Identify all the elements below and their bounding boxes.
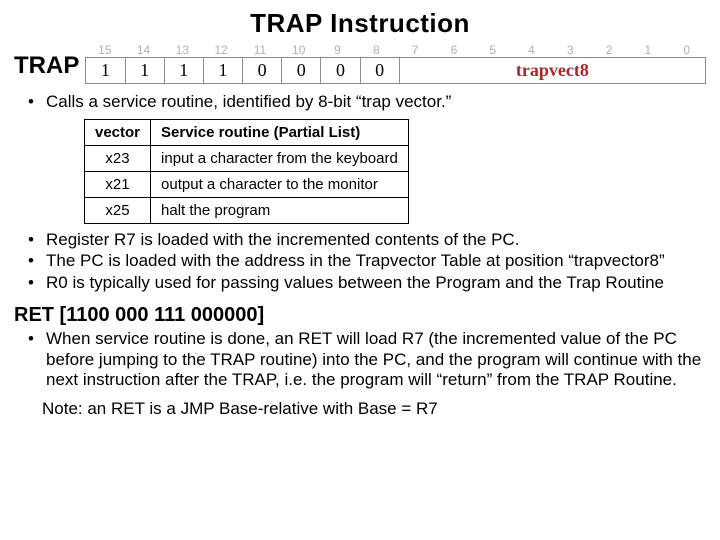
bit-cell: 1 (164, 58, 203, 83)
service-cell: halt the program (151, 197, 409, 223)
bit-cell: 0 (360, 58, 399, 83)
bullet-list-top: Calls a service routine, identified by 8… (14, 92, 706, 113)
bit-index: 14 (124, 43, 163, 57)
bit-index: 0 (667, 43, 706, 57)
bit-index: 15 (85, 43, 124, 57)
bit-index: 8 (357, 43, 396, 57)
bit-cell: 0 (281, 58, 320, 83)
bit-index-row: 15 14 13 12 11 10 9 8 7 6 5 4 3 2 1 0 (85, 43, 706, 57)
table-row: x25 halt the program (85, 197, 409, 223)
list-item: Register R7 is loaded with the increment… (18, 230, 702, 251)
ret-heading: RET [1100 000 111 000000] (14, 304, 706, 327)
bit-index: 6 (435, 43, 474, 57)
vector-cell: x21 (85, 171, 151, 197)
bit-index: 9 (318, 43, 357, 57)
bit-cell: 0 (320, 58, 359, 83)
page-title: TRAP Instruction (14, 8, 706, 39)
vector-cell: x25 (85, 197, 151, 223)
opcode-diagram: TRAP 15 14 13 12 11 10 9 8 7 6 5 4 3 2 1… (14, 43, 706, 84)
bit-index: 5 (473, 43, 512, 57)
bit-cell: 0 (242, 58, 281, 83)
bit-index: 10 (279, 43, 318, 57)
bit-cell: 1 (125, 58, 164, 83)
bit-cell: 1 (86, 58, 124, 83)
bit-index: 13 (163, 43, 202, 57)
list-item: The PC is loaded with the address in the… (18, 251, 702, 272)
list-item: R0 is typically used for passing values … (18, 273, 702, 294)
bit-cell: 1 (203, 58, 242, 83)
bit-index: 1 (629, 43, 668, 57)
bit-index: 3 (551, 43, 590, 57)
list-item: When service routine is done, an RET wil… (18, 329, 702, 391)
col-vector: vector (85, 119, 151, 145)
trapvect-cell: trapvect8 (399, 58, 705, 83)
bit-index: 4 (512, 43, 551, 57)
vector-cell: x23 (85, 145, 151, 171)
trap-label: TRAP (14, 52, 79, 84)
list-item: Calls a service routine, identified by 8… (18, 92, 702, 113)
bit-index: 2 (590, 43, 629, 57)
bit-index: 12 (202, 43, 241, 57)
bit-index: 11 (241, 43, 280, 57)
table-header-row: vector Service routine (Partial List) (85, 119, 409, 145)
bullet-list-ret: When service routine is done, an RET wil… (14, 329, 706, 391)
bit-table: 15 14 13 12 11 10 9 8 7 6 5 4 3 2 1 0 1 … (85, 43, 706, 84)
table-row: x21 output a character to the monitor (85, 171, 409, 197)
table-row: x23 input a character from the keyboard (85, 145, 409, 171)
bullet-list-mid: Register R7 is loaded with the increment… (14, 230, 706, 294)
col-service: Service routine (Partial List) (151, 119, 409, 145)
service-cell: output a character to the monitor (151, 171, 409, 197)
ret-note: Note: an RET is a JMP Base-relative with… (42, 399, 706, 420)
bit-value-row: 1 1 1 1 0 0 0 0 trapvect8 (85, 57, 706, 84)
bit-index: 7 (396, 43, 435, 57)
service-routine-table: vector Service routine (Partial List) x2… (84, 119, 409, 224)
service-cell: input a character from the keyboard (151, 145, 409, 171)
